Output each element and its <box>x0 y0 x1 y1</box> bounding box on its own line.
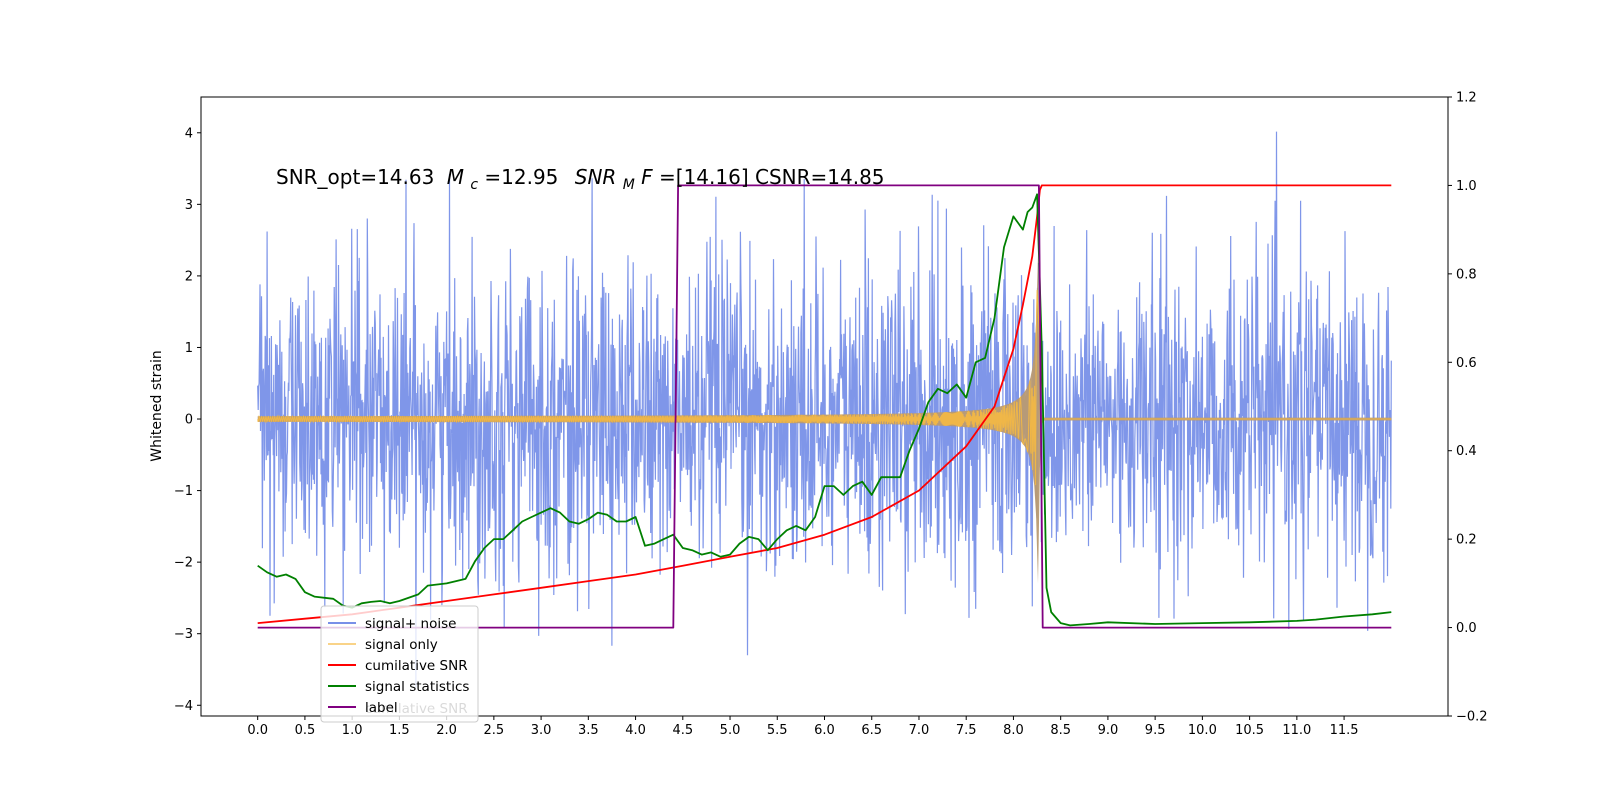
y-left-tick-label: −4 <box>174 699 193 714</box>
annotation-mc-value: =12.95 <box>484 165 558 189</box>
annotation-mf-symbol: SNR <box>575 165 617 189</box>
y-left-tick-label: 3 <box>185 198 193 213</box>
x-tick-label: 8.0 <box>1003 723 1024 738</box>
x-tick-label: 7.0 <box>909 723 930 738</box>
series-label <box>257 184 1392 629</box>
x-tick-label: 0.5 <box>295 723 316 738</box>
annotation-text: SNR_opt=14.63 M c =12.95 SNR M F =[14.16… <box>276 165 885 194</box>
x-tick-label: 0.0 <box>247 723 268 738</box>
x-tick-label: 11.0 <box>1282 723 1311 738</box>
annotation-mc-symbol: M <box>447 165 464 189</box>
legend-entries: signal+ noise signal only cumilative SNR si… <box>328 616 469 716</box>
y-left-tick-label: 0 <box>185 413 193 428</box>
series-signal-only <box>257 289 1392 486</box>
x-tick-label: 3.5 <box>578 723 599 738</box>
y-axis-label: Whitened strain <box>149 350 165 461</box>
x-tick-label: 5.0 <box>720 723 741 738</box>
legend: cumilative SNR signal+ noise signal only c… <box>320 605 479 723</box>
x-tick-label: 8.5 <box>1050 723 1071 738</box>
y-right-tick-label: 0.0 <box>1456 621 1477 636</box>
x-tick-label: 10.0 <box>1188 723 1217 738</box>
y-right-tick-label: −0.2 <box>1456 710 1488 725</box>
y-left-tick-label: 2 <box>185 269 193 284</box>
annotation-snr-opt: SNR_opt=14.63 <box>276 165 434 189</box>
y-right-tick-label: 0.6 <box>1456 356 1477 371</box>
annotation-mc-subscript: c <box>470 177 478 193</box>
x-tick-label: 2.5 <box>484 723 505 738</box>
series-signal-noise <box>257 131 1392 688</box>
annotation-mf-subscript: M <box>623 177 635 193</box>
y-right-tick-label: 0.2 <box>1456 533 1477 548</box>
legend-label: label <box>365 700 398 716</box>
x-tick-label: 6.5 <box>861 723 882 738</box>
x-tick-label: 11.5 <box>1330 723 1359 738</box>
x-tick-label: 4.0 <box>625 723 646 738</box>
x-tick-label: 9.5 <box>1145 723 1166 738</box>
annotation-mf-f: F <box>641 165 653 189</box>
x-tick-label: 3.0 <box>531 723 552 738</box>
series-signal-statistics <box>257 193 1392 627</box>
x-tick-label: 6.0 <box>814 723 835 738</box>
y-left-tick-label: 4 <box>185 126 193 141</box>
series-cumulative-snr <box>257 184 1392 624</box>
y-right-tick-label: 1.0 <box>1456 179 1477 194</box>
axes-layer: 0.0 0.5 1.0 1.5 2.0 2.5 3.0 3.5 4.0 4.5 5.0 5.5 6.0 6… <box>174 91 1488 739</box>
x-tick-label: 9.0 <box>1098 723 1119 738</box>
annotation-mf-value: =[14.16] CSNR=14.85 <box>659 165 885 189</box>
plot-data-layer <box>257 131 1392 688</box>
y-left-tick-label: −2 <box>174 556 193 571</box>
legend-box <box>320 605 479 723</box>
x-tick-label: 5.5 <box>767 723 788 738</box>
y-left-tick-label: −3 <box>174 627 193 642</box>
legend-label: signal+ noise <box>365 616 456 632</box>
x-tick-label: 7.5 <box>956 723 977 738</box>
legend-label: signal only <box>365 637 438 653</box>
legend-label: cumilative SNR <box>365 658 468 674</box>
y-left-tick-label: −1 <box>174 484 193 499</box>
x-tick-label: 1.5 <box>389 723 410 738</box>
x-tick-label: 1.0 <box>342 723 363 738</box>
y-left-tick-label: 1 <box>185 341 193 356</box>
legend-label: signal statistics <box>365 679 469 695</box>
x-tick-label: 4.5 <box>672 723 693 738</box>
legend-ghost-text: cumilative SNR <box>365 701 468 717</box>
y-right-tick-label: 1.2 <box>1456 91 1477 106</box>
x-tick-label: 10.5 <box>1235 723 1264 738</box>
y-right-tick-label: 0.8 <box>1456 267 1477 282</box>
x-tick-label: 2.0 <box>436 723 457 738</box>
y-right-tick-label: 0.4 <box>1456 444 1477 459</box>
